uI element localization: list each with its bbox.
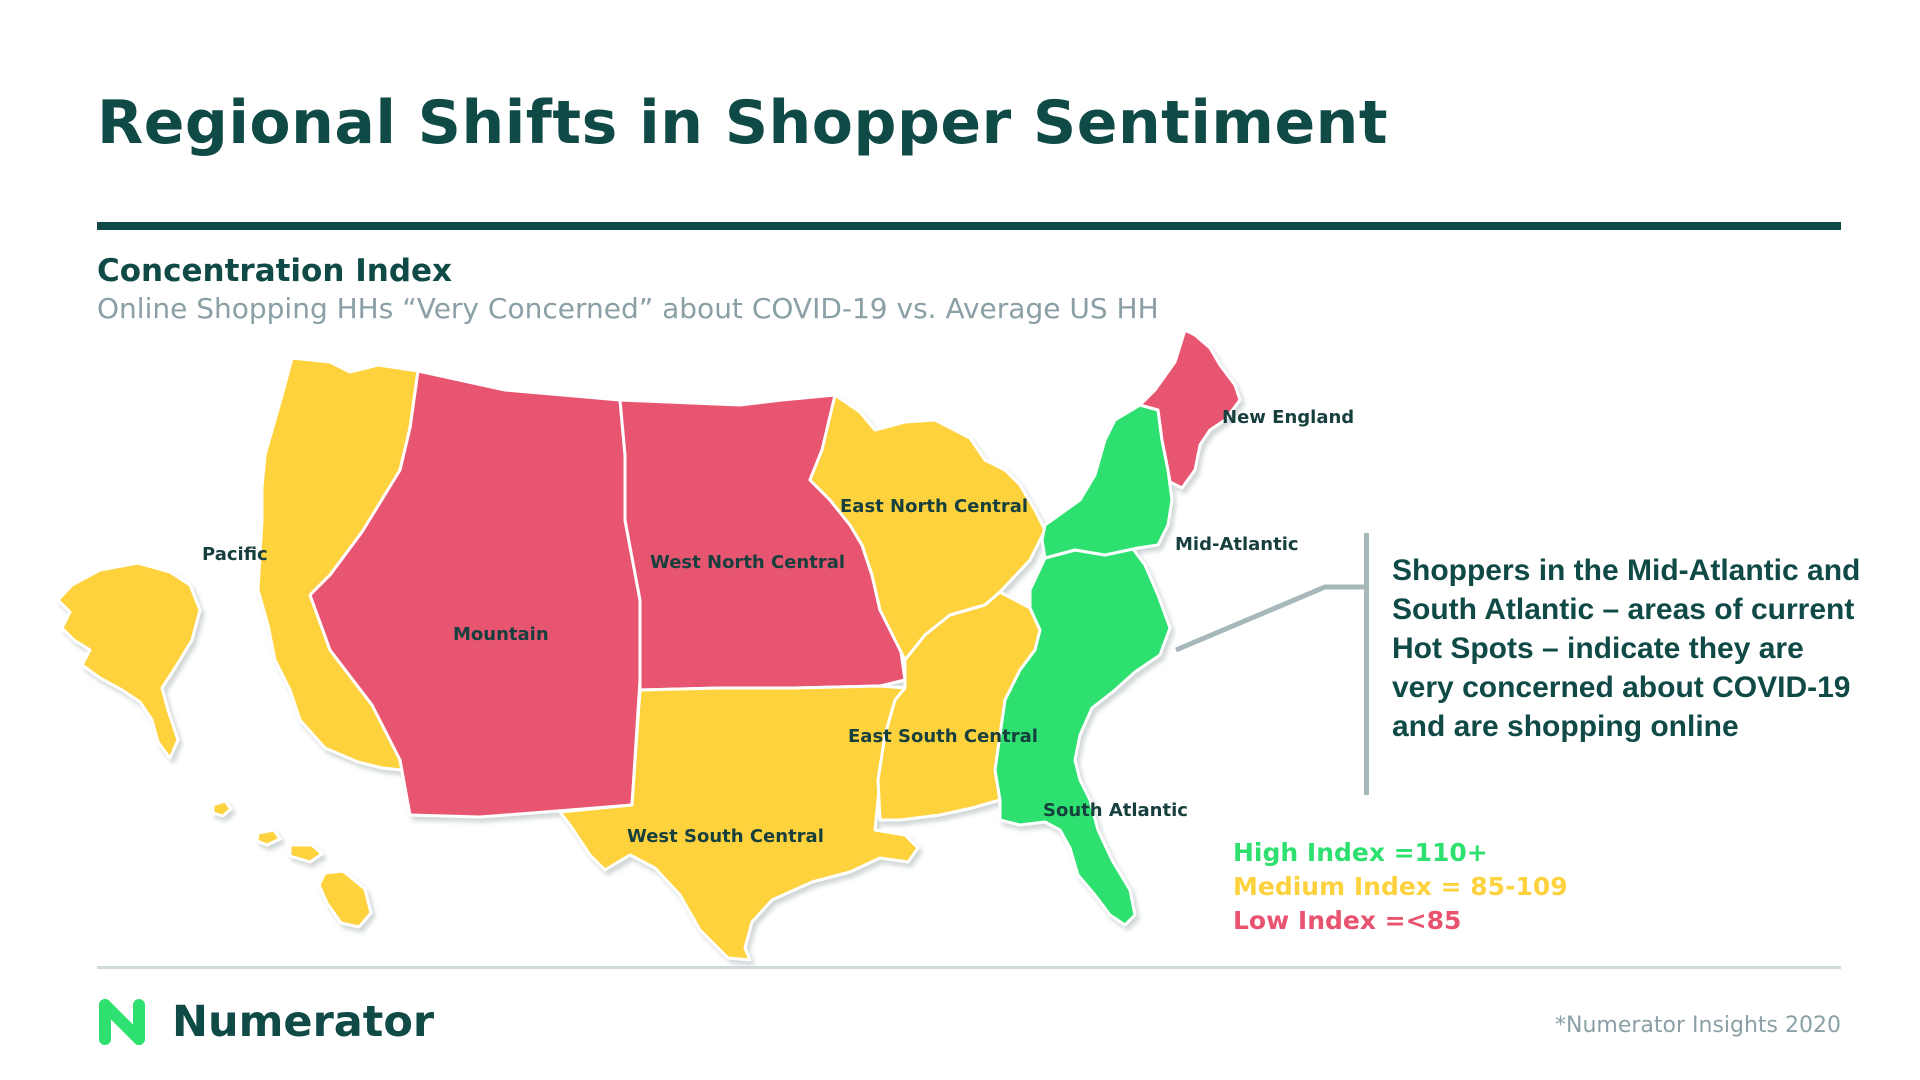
section-subtitle: Concentration Index — [97, 253, 453, 289]
brand-name: Numerator — [172, 997, 435, 1047]
region-label: West North Central — [650, 552, 845, 573]
region-label: East South Central — [848, 726, 1038, 747]
callout-bar — [1364, 533, 1369, 795]
legend: High Index =110+ Medium Index = 85-109 L… — [1233, 836, 1568, 938]
page-title: Regional Shifts in Shopper Sentiment — [97, 88, 1389, 158]
region-hawaii-2 — [255, 828, 282, 847]
callout-text: Shoppers in the Mid-Atlantic and South A… — [1392, 554, 1861, 743]
logo-diagonal — [99, 999, 145, 1045]
region-hawaii-4 — [317, 869, 373, 929]
region-alaska — [56, 561, 202, 760]
footer-divider — [97, 966, 1841, 969]
region-new-england — [1138, 328, 1242, 490]
legend-item-high: High Index =110+ — [1233, 838, 1488, 867]
region-label: West South Central — [627, 826, 824, 847]
source-note: *Numerator Insights 2020 — [1555, 1013, 1841, 1038]
section-description: Online Shopping HHs “Very Concerned” abo… — [97, 292, 1159, 325]
region-label: South Atlantic — [1043, 800, 1188, 821]
region-mid-atlantic — [1040, 403, 1174, 560]
region-label: Pacific — [202, 544, 268, 565]
region-label: New England — [1222, 407, 1354, 428]
region-south-atlantic — [993, 543, 1172, 927]
legend-item-medium: Medium Index = 85-109 — [1233, 872, 1568, 901]
region-hawaii-3 — [288, 843, 324, 864]
region-label: Mountain — [453, 624, 549, 645]
region-label: East North Central — [840, 496, 1028, 517]
legend-item-low: Low Index =<85 — [1233, 906, 1462, 935]
region-label: Mid-Atlantic — [1175, 534, 1299, 555]
region-hawaii-1 — [211, 799, 233, 818]
callout-connector — [1175, 584, 1364, 653]
numerator-logo-icon — [99, 999, 145, 1045]
brand-logo: Numerator — [97, 997, 434, 1047]
title-divider — [97, 222, 1841, 230]
